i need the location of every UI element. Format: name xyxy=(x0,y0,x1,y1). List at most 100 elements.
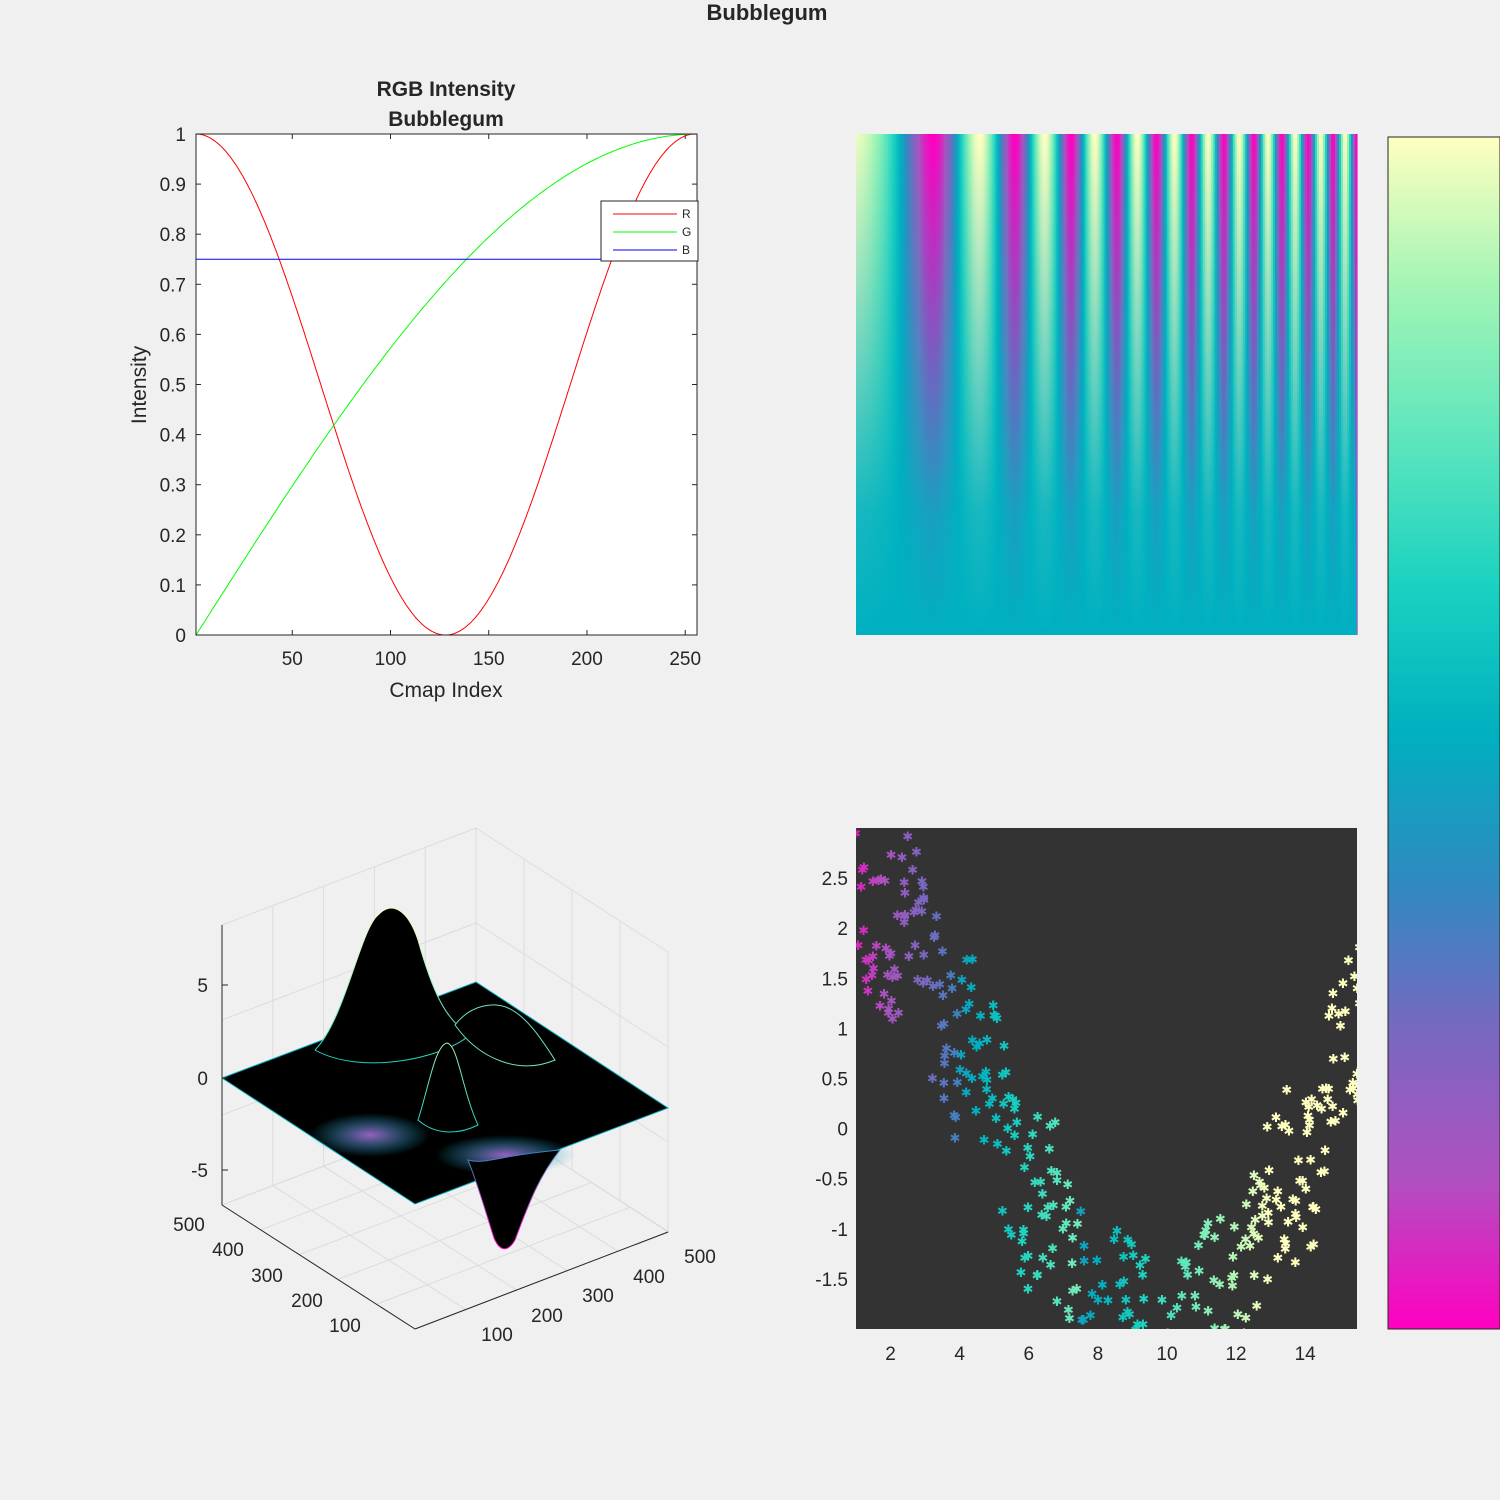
x-tick-label: 400 xyxy=(633,1267,665,1288)
y-tick-label: 0.3 xyxy=(160,476,186,497)
scatter-point: ✱ xyxy=(1080,1390,1091,1405)
x-tick-label: 100 xyxy=(481,1325,513,1346)
scatter-point: ✱ xyxy=(967,1034,978,1049)
scatter-point: ✱ xyxy=(947,982,958,997)
z-tick-label: 5 xyxy=(197,976,208,997)
surface-spike xyxy=(417,1042,479,1133)
scatter-point: ✱ xyxy=(1276,1201,1287,1216)
scatter-point: ✱ xyxy=(998,1098,1009,1113)
scatter-point: ✱ xyxy=(1100,1407,1111,1422)
scatter-point: ✱ xyxy=(989,1009,1000,1024)
scatter-point: ✱ xyxy=(952,1076,963,1091)
scatter-point: ✱ xyxy=(868,950,879,965)
scatter-point: ✱ xyxy=(1194,1264,1205,1279)
scatter-point: ✱ xyxy=(1271,1194,1282,1209)
scatter-point: ✱ xyxy=(874,1000,885,1015)
scatter-point: ✱ xyxy=(929,931,940,946)
scatter-point: ✱ xyxy=(1307,1201,1318,1216)
scatter-point: ✱ xyxy=(1085,1309,1096,1324)
scatter-point: ✱ xyxy=(1165,1450,1176,1465)
scatter-point: ✱ xyxy=(974,1037,985,1052)
scatter-point: ✱ xyxy=(1048,1199,1059,1214)
scatter-point: ✱ xyxy=(1128,1249,1139,1264)
scatter-point: ✱ xyxy=(987,1092,998,1107)
scatter-point: ✱ xyxy=(975,1010,986,1025)
scatter-point: ✱ xyxy=(1189,1360,1200,1375)
scatter-point: ✱ xyxy=(990,1009,1001,1024)
scatter-point: ✱ xyxy=(949,1132,960,1147)
scatter-point: ✱ xyxy=(1312,1099,1323,1114)
scatter-point: ✱ xyxy=(1250,1214,1261,1229)
scatter-point: ✱ xyxy=(1215,1212,1226,1227)
scatter-point: ✱ xyxy=(1320,1144,1331,1159)
scatter-point: ✱ xyxy=(1338,977,1349,992)
scatter-point: ✱ xyxy=(930,929,941,944)
y-tick-label: 0.8 xyxy=(160,225,186,246)
scatter-point: ✱ xyxy=(1339,1051,1350,1066)
scatter-point: ✱ xyxy=(1259,1182,1270,1197)
scatter-point: ✱ xyxy=(1360,971,1371,986)
scatter-point: ✱ xyxy=(1114,1278,1125,1293)
y-axis xyxy=(221,1204,416,1330)
y-tick-label: 200 xyxy=(291,1291,323,1312)
line-chart-title: RGB Intensity xyxy=(377,78,516,101)
grid-line xyxy=(221,827,477,926)
scatter-point: ✱ xyxy=(1183,1330,1194,1345)
scatter-point: ✱ xyxy=(1166,1436,1177,1451)
scatter-point: ✱ xyxy=(1226,1272,1237,1287)
scatter-point: ✱ xyxy=(1052,1167,1063,1182)
scatter-point: ✱ xyxy=(1290,1195,1301,1210)
scatter-point: ✱ xyxy=(1303,1110,1314,1125)
scatter-point: ✱ xyxy=(1156,1294,1167,1309)
scatter-point: ✱ xyxy=(1071,1283,1082,1298)
scatter-point: ✱ xyxy=(1239,1327,1250,1342)
scatter-point: ✱ xyxy=(1047,1242,1058,1257)
scatter-point: ✱ xyxy=(883,1003,894,1018)
scatter-point: ✱ xyxy=(1326,1002,1337,1017)
scatter-ticks: 2 4 6 8 10 12 14 2.5 2 1.5 1 0.5 0 -0.5 -1 -1.5 xyxy=(815,869,1316,1365)
scatter-point: ✱ xyxy=(1241,1369,1252,1384)
scatter-point: ✱ xyxy=(1290,1208,1301,1223)
scatter-point: ✱ xyxy=(954,1063,965,1078)
figure-title: Bubblegum xyxy=(707,0,828,25)
scatter-point: ✱ xyxy=(982,1074,993,1089)
x-tick-label: 12 xyxy=(1225,1344,1246,1365)
scatter-point: ✱ xyxy=(1304,1119,1315,1134)
scatter-point: ✱ xyxy=(1135,1329,1146,1344)
x-axis xyxy=(414,1231,669,1330)
scatter-point: ✱ xyxy=(1305,1241,1316,1256)
scatter-point: ✱ xyxy=(1283,1125,1294,1140)
y-tick-label: 500 xyxy=(173,1215,205,1236)
scatter-point: ✱ xyxy=(1019,1161,1030,1176)
scatter-point: ✱ xyxy=(1174,1377,1185,1392)
scatter-point: ✱ xyxy=(1019,1251,1030,1266)
scatter-point: ✱ xyxy=(1159,1415,1170,1430)
scatter-point: ✱ xyxy=(1262,1120,1273,1135)
scatter-point: ✱ xyxy=(984,1097,995,1112)
scatter-point: ✱ xyxy=(961,1003,972,1018)
scatter-point: ✱ xyxy=(860,954,871,969)
scatter-point: ✱ xyxy=(934,978,945,993)
scatter-point: ✱ xyxy=(1330,1115,1341,1130)
scatter-point: ✱ xyxy=(1105,1367,1116,1382)
scatter-point: ✱ xyxy=(919,893,930,908)
scatter-point: ✱ xyxy=(1126,1238,1137,1253)
line-chart-ylabel: Intensity xyxy=(128,345,151,424)
scatter-point: ✱ xyxy=(949,1109,960,1124)
scatter-point: ✱ xyxy=(1310,1203,1321,1218)
scatter-point: ✱ xyxy=(992,1137,1003,1152)
scatter-point: ✱ xyxy=(913,896,924,911)
scatter-point: ✱ xyxy=(1006,1228,1017,1243)
scatter-point: ✱ xyxy=(1272,1252,1283,1267)
scatter-point: ✱ xyxy=(1176,1255,1187,1270)
scatter-point: ✱ xyxy=(1062,1178,1073,1193)
scatter-point: ✱ xyxy=(1249,1269,1260,1284)
scatter-point: ✱ xyxy=(1354,1079,1365,1094)
scatter-point: ✱ xyxy=(1189,1337,1200,1352)
scatter-point: ✱ xyxy=(1078,1376,1089,1391)
scatter-point: ✱ xyxy=(977,1070,988,1085)
scatter-point: ✱ xyxy=(1366,1062,1377,1077)
y-tick-label: 0 xyxy=(837,1120,848,1141)
legend-label: G xyxy=(682,225,691,239)
scatter-point: ✱ xyxy=(1154,1373,1165,1388)
